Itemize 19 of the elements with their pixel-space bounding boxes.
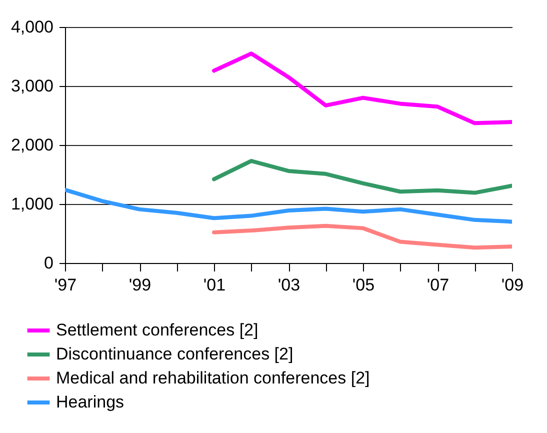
x-tick-label: '09 (501, 276, 524, 294)
legend-label: Discontinuance conferences [2] (56, 344, 294, 364)
x-tick-label: '07 (426, 276, 450, 294)
line-series (212, 52, 512, 126)
line-series (212, 158, 512, 195)
y-tick-label: 1,000 (10, 194, 54, 214)
x-tick-label: '05 (352, 276, 375, 294)
y-tick-label: 4,000 (10, 18, 54, 36)
y-tick-label: 0 (44, 254, 54, 272)
y-tick-label: 2,000 (10, 136, 54, 154)
legend-label: Settlement conferences [2] (56, 320, 258, 340)
y-tick-label: 3,000 (10, 76, 54, 96)
x-tick-label: '01 (203, 276, 226, 294)
legend-label: Hearings (56, 392, 124, 412)
legend-label: Medical and rehabilitation conferences [2] (56, 368, 370, 388)
x-tick-label: '97 (54, 276, 77, 294)
line-series (212, 224, 512, 250)
x-tick-label: '99 (128, 276, 152, 294)
x-tick-label: '03 (278, 276, 300, 294)
